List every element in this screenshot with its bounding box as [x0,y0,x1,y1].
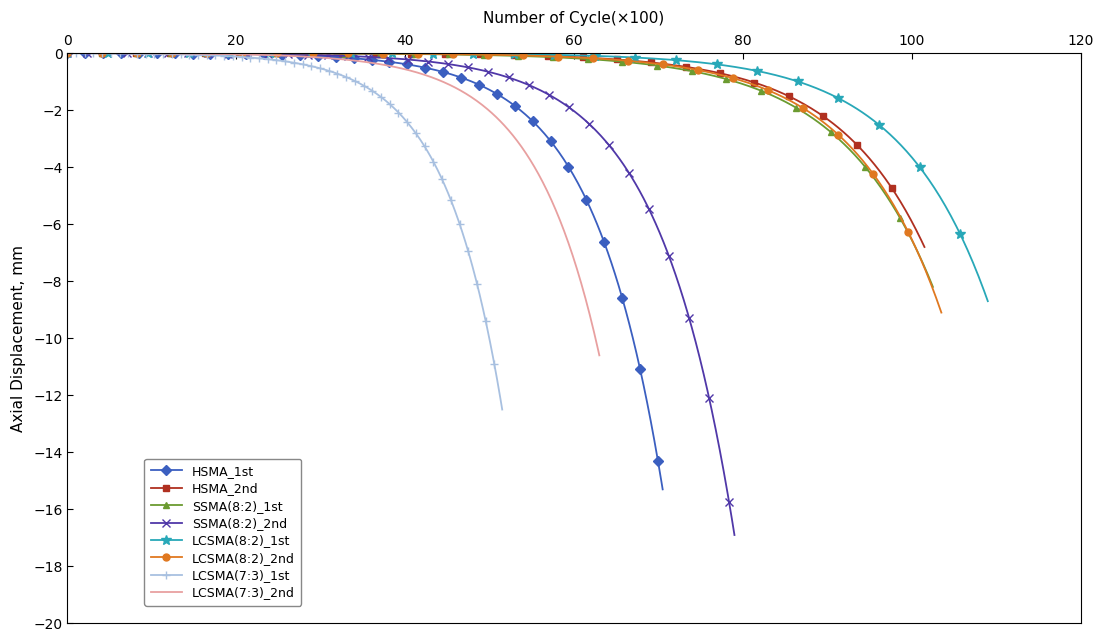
LCSMA(8:2)_2nd [534,52,547,60]
LCSMA(7:3)_2nd [580,298,593,306]
Y-axis label: Axial Displacement, mm: Axial Displacement, mm [11,245,27,431]
SSMA(8:2)_1st [576,55,589,62]
SSMA(8:2)_2nd [712,439,725,447]
SSMA(8:2)_1st [61,50,74,57]
LCSMA(7:3)_2nd [348,57,361,64]
LCSMA(7:3)_1st [267,56,281,64]
LCSMA(8:2)_2nd [581,54,594,62]
LCSMA(8:2)_1st [504,50,517,58]
SSMA(8:2)_1st [926,283,939,291]
Line: HSMA_1st: HSMA_1st [64,50,666,493]
HSMA_1st [347,55,360,62]
SSMA(8:2)_1st [529,53,543,60]
LCSMA(8:2)_1st [559,51,572,59]
LCSMA(8:2)_2nd [777,93,790,101]
SSMA(8:2)_1st [477,51,491,59]
SSMA(8:2)_2nd [378,54,391,62]
Line: HSMA_2nd: HSMA_2nd [64,50,927,249]
HSMA_2nd [571,53,585,61]
Line: SSMA(8:2)_1st: SSMA(8:2)_1st [64,50,936,291]
LCSMA(7:3)_1st [495,406,508,413]
SSMA(8:2)_2nd [381,54,394,62]
LCSMA(8:2)_1st [959,242,972,249]
HSMA_2nd [467,51,481,59]
SSMA(8:2)_2nd [61,50,74,57]
LCSMA(8:2)_2nd [914,254,927,262]
LCSMA(8:2)_1st [815,87,829,95]
HSMA_1st [344,54,357,62]
Line: LCSMA(7:3)_2nd: LCSMA(7:3)_2nd [67,53,599,356]
HSMA_2nd [473,51,486,59]
SSMA(8:2)_1st [770,94,783,102]
LCSMA(7:3)_1st [61,50,74,57]
LCSMA(8:2)_2nd [61,50,74,57]
HSMA_1st [642,405,655,413]
SSMA(8:2)_1st [472,51,485,59]
LCSMA(7:3)_1st [270,57,283,64]
LCSMA(7:3)_2nd [316,54,329,62]
LCSMA(7:3)_1st [319,66,333,74]
HSMA_2nd [764,84,777,92]
LCSMA(7:3)_2nd [377,61,390,69]
Line: SSMA(8:2)_2nd: SSMA(8:2)_2nd [63,49,738,539]
LCSMA(7:3)_2nd [314,53,327,61]
LCSMA(8:2)_2nd [476,51,490,59]
HSMA_2nd [61,50,74,57]
HSMA_1st [61,50,74,57]
Legend: HSMA_1st, HSMA_2nd, SSMA(8:2)_1st, SSMA(8:2)_2nd, LCSMA(8:2)_1st, LCSMA(8:2)_2nd: HSMA_1st, HSMA_2nd, SSMA(8:2)_1st, SSMA(… [145,458,301,606]
LCSMA(7:3)_1st [296,60,309,68]
HSMA_1st [415,63,429,71]
HSMA_2nd [918,243,932,251]
LCSMA(7:3)_1st [418,141,431,149]
LCSMA(7:3)_2nd [61,50,74,57]
Line: LCSMA(8:2)_1st: LCSMA(8:2)_1st [62,48,992,306]
HSMA_1st [382,58,396,66]
LCSMA(7:3)_2nd [592,352,606,359]
LCSMA(7:3)_1st [485,347,498,354]
Line: LCSMA(7:3)_1st: LCSMA(7:3)_1st [63,49,506,413]
SSMA(8:2)_2nd [457,63,471,71]
LCSMA(8:2)_2nd [935,309,948,316]
LCSMA(8:2)_2nd [481,51,494,59]
LCSMA(8:2)_1st [609,53,622,60]
Title: Number of Cycle(×100): Number of Cycle(×100) [483,11,664,26]
LCSMA(8:2)_1st [61,50,74,57]
Line: LCSMA(8:2)_2nd: LCSMA(8:2)_2nd [64,50,945,316]
HSMA_2nd [897,204,911,212]
HSMA_1st [656,485,670,493]
SSMA(8:2)_2nd [422,58,435,66]
LCSMA(7:3)_2nd [497,120,511,128]
LCSMA(8:2)_1st [498,50,512,58]
HSMA_1st [549,143,562,151]
SSMA(8:2)_2nd [728,531,741,539]
HSMA_2nd [525,51,538,59]
SSMA(8:2)_1st [905,237,918,244]
LCSMA(8:2)_1st [981,297,994,305]
SSMA(8:2)_2nd [608,148,621,156]
